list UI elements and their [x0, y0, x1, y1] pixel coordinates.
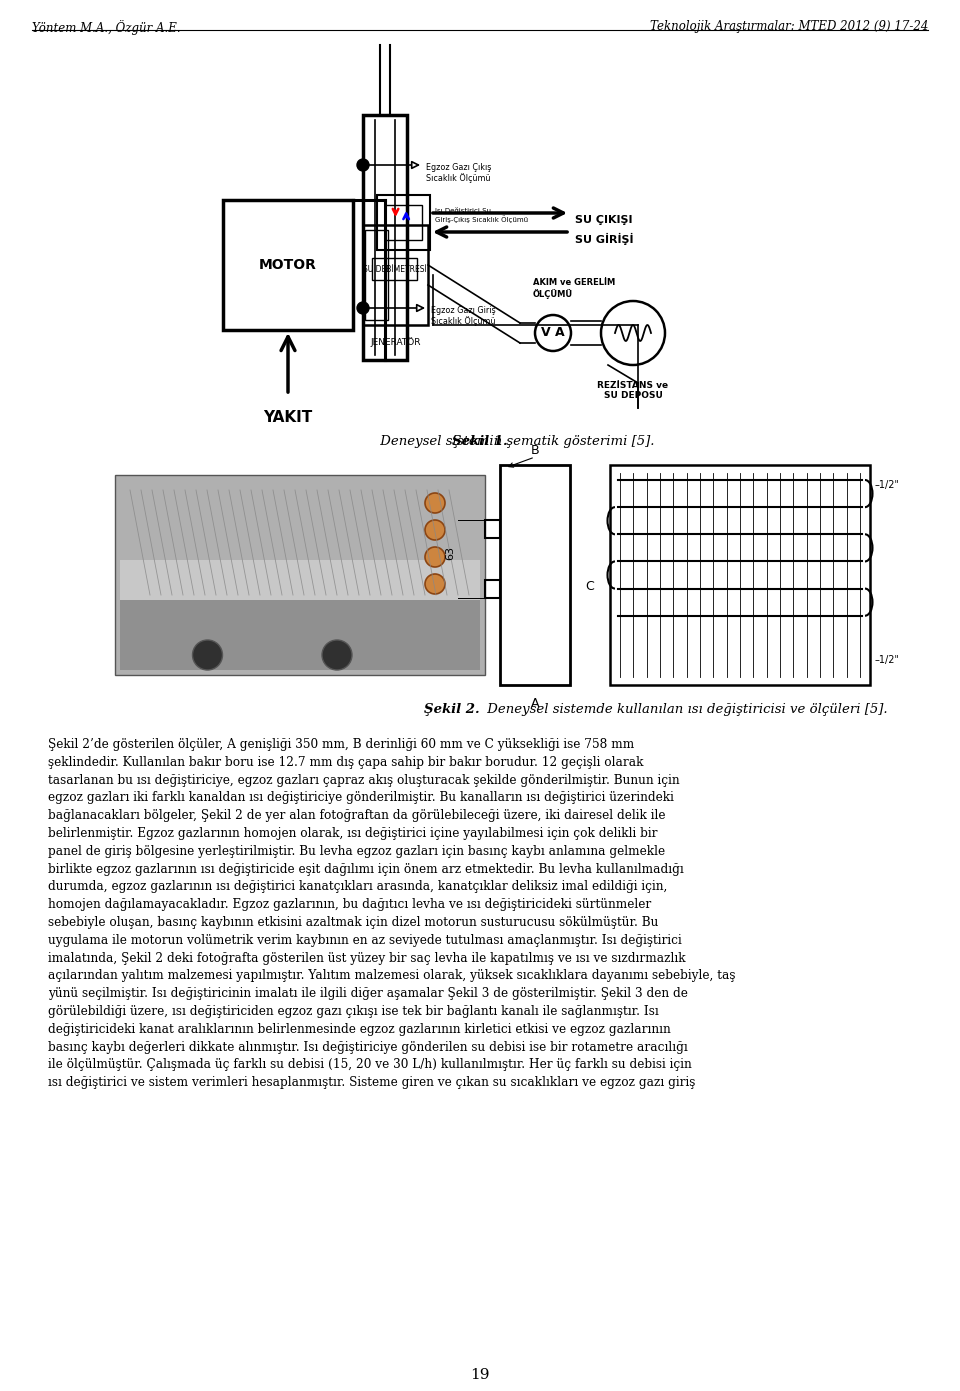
Text: Deneysel sistemin şematik gösterimi [5].: Deneysel sistemin şematik gösterimi [5]. — [375, 435, 655, 448]
Text: yünü seçilmiştir. Isı değiştiricinin imalatı ile ilgili diğer aşamalar Şekil 3 d: yünü seçilmiştir. Isı değiştiricinin ima… — [48, 988, 688, 1000]
Text: değiştiricideki kanat aralıklarının belirlenmesinde egzoz gazlarının kirletici e: değiştiricideki kanat aralıklarının beli… — [48, 1022, 671, 1036]
Text: durumda, egzoz gazlarının ısı değiştirici kanatçıkları arasında, kanatçıklar del: durumda, egzoz gazlarının ısı değiştiric… — [48, 881, 667, 893]
Text: Isı Değiştirici Su
Giriş-Çıkış Sıcaklık Ölçümü: Isı Değiştirici Su Giriş-Çıkış Sıcaklık … — [435, 207, 528, 223]
Bar — [385, 204, 422, 241]
Text: V A: V A — [541, 327, 564, 339]
Text: Teknolojik Araştırmalar: MTED 2012 (9) 17-24: Teknolojik Araştırmalar: MTED 2012 (9) 1… — [650, 19, 928, 33]
Bar — [363, 115, 407, 360]
Text: tasarlanan bu ısı değiştiriciye, egzoz gazları çapraz akış oluşturacak şekilde g: tasarlanan bu ısı değiştiriciye, egzoz g… — [48, 773, 680, 786]
Text: A: A — [531, 697, 540, 709]
Text: Şekil 2.: Şekil 2. — [424, 702, 480, 716]
Bar — [120, 600, 480, 670]
Circle shape — [193, 640, 223, 670]
Text: basınç kaybı değerleri dikkate alınmıştır. Isı değiştiriciye gönderilen su debis: basınç kaybı değerleri dikkate alınmıştı… — [48, 1040, 687, 1053]
Text: Şekil 1.: Şekil 1. — [452, 435, 508, 448]
Bar — [120, 561, 480, 670]
Text: homojen dağılamayacakladır. Egzoz gazlarının, bu dağıtıcı levha ve ısı değiştiri: homojen dağılamayacakladır. Egzoz gazlar… — [48, 899, 651, 911]
Circle shape — [425, 601, 445, 620]
Text: 19: 19 — [470, 1367, 490, 1383]
Text: –1/2": –1/2" — [875, 480, 900, 490]
Text: belirlenmiştir. Egzoz gazlarının homojen olarak, ısı değiştirici içine yayılabil: belirlenmiştir. Egzoz gazlarının homojen… — [48, 828, 658, 840]
Text: bağlanacakları bölgeler, Şekil 2 de yer alan fotoğraftan da görülebileceği üzere: bağlanacakları bölgeler, Şekil 2 de yer … — [48, 810, 665, 822]
Circle shape — [425, 627, 445, 648]
Text: ile ölçülmüştür. Çalışmada üç farklı su debisi (15, 20 ve 30 L/h) kullanılmıştır: ile ölçülmüştür. Çalışmada üç farklı su … — [48, 1059, 692, 1071]
Bar — [115, 474, 485, 675]
Circle shape — [357, 302, 369, 314]
Text: B: B — [531, 444, 540, 458]
Circle shape — [425, 520, 445, 540]
Text: panel de giriş bölgesine yerleştirilmiştir. Bu levha egzoz gazları için basınç k: panel de giriş bölgesine yerleştirilmişt… — [48, 844, 665, 858]
Text: Deneysel sistemde kullanılan ısı değiştiricisi ve ölçüleri [5].: Deneysel sistemde kullanılan ısı değişti… — [483, 702, 888, 716]
Text: egzoz gazları iki farklı kanaldan ısı değiştiriciye gönderilmiştir. Bu kanalları: egzoz gazları iki farklı kanaldan ısı de… — [48, 791, 674, 804]
Text: AKIM ve GERELİM
ÖLÇÜMÜ: AKIM ve GERELİM ÖLÇÜMÜ — [533, 278, 615, 299]
Text: görülebildiği üzere, ısı değiştiriciden egzoz gazı çıkışı ise tek bir bağlantı k: görülebildiği üzere, ısı değiştiriciden … — [48, 1006, 659, 1018]
Circle shape — [357, 159, 369, 171]
Bar — [485, 580, 500, 598]
Bar — [377, 195, 430, 250]
Text: REZİSTANS ve
SU DEPOSU: REZİSTANS ve SU DEPOSU — [597, 381, 668, 401]
Bar — [485, 520, 500, 538]
Text: ısı değiştirici ve sistem verimleri hesaplanmıştır. Sisteme giren ve çıkan su sı: ısı değiştirici ve sistem verimleri hesa… — [48, 1077, 695, 1089]
Text: SU DEBİMETRESİ: SU DEBİMETRESİ — [363, 264, 426, 274]
Text: Şekil 2’de gösterilen ölçüler, A genişliği 350 mm, B derinliği 60 mm ve C yüksek: Şekil 2’de gösterilen ölçüler, A genişli… — [48, 739, 635, 751]
Text: MOTOR: MOTOR — [259, 257, 317, 273]
Circle shape — [425, 574, 445, 594]
Bar — [223, 200, 353, 330]
Text: 63: 63 — [445, 547, 455, 561]
Bar — [372, 257, 417, 280]
Text: JENERATÖR: JENERATÖR — [371, 337, 420, 346]
Text: şeklindedir. Kullanılan bakır boru ise 12.7 mm dış çapa sahip bir bakır borudur.: şeklindedir. Kullanılan bakır boru ise 1… — [48, 755, 643, 769]
Text: SU GİRİŞİ: SU GİRİŞİ — [575, 232, 634, 245]
Circle shape — [425, 547, 445, 568]
Circle shape — [425, 492, 445, 513]
Text: sebebiyle oluşan, basınç kaybının etkisini azaltmak için dizel motorun susturucu: sebebiyle oluşan, basınç kaybının etkisi… — [48, 917, 659, 929]
Text: C: C — [586, 580, 594, 593]
Bar — [363, 225, 428, 325]
Bar — [500, 465, 570, 684]
Text: birlikte egzoz gazlarının ısı değiştiricide eşit dağılımı için önem arz etmekted: birlikte egzoz gazlarının ısı değiştiric… — [48, 862, 684, 875]
Text: Egzoz Gazı Giriş
Sıcaklık Ölçümü: Egzoz Gazı Giriş Sıcaklık Ölçümü — [431, 306, 495, 327]
Bar — [610, 465, 870, 684]
Text: Yöntem M.A., Özgür A.E.: Yöntem M.A., Özgür A.E. — [32, 19, 180, 35]
Text: açılarından yalıtım malzemesi yapılmıştır. Yalıtım malzemesi olarak, yüksek sıca: açılarından yalıtım malzemesi yapılmıştı… — [48, 970, 735, 982]
Bar — [365, 230, 388, 320]
Text: YAKIT: YAKIT — [263, 410, 313, 426]
Text: SU ÇIKIŞI: SU ÇIKIŞI — [575, 216, 633, 225]
Circle shape — [322, 640, 352, 670]
Text: Egzoz Gazı Çıkış
Sıcaklık Ölçümü: Egzoz Gazı Çıkış Sıcaklık Ölçümü — [426, 163, 492, 184]
Text: –1/2": –1/2" — [875, 655, 900, 665]
Text: imalatında, Şekil 2 deki fotoğrafta gösterilen üst yüzey bir saç levha ile kapat: imalatında, Şekil 2 deki fotoğrafta göst… — [48, 951, 685, 964]
Text: uygulama ile motorun volümetrik verim kaybının en az seviyede tutulması amaçlanm: uygulama ile motorun volümetrik verim ka… — [48, 933, 682, 947]
